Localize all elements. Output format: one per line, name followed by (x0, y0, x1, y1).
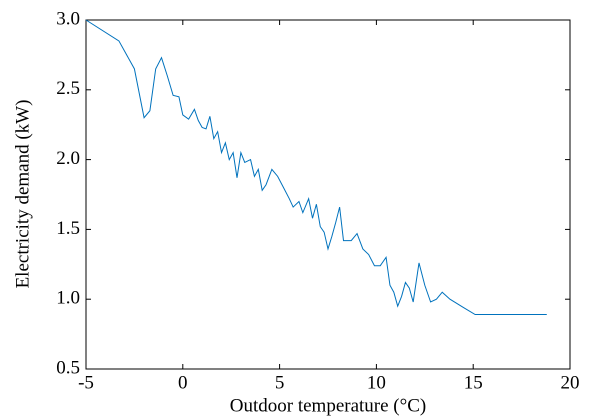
x-tick-label: -5 (78, 372, 94, 393)
x-tick-label: 20 (561, 372, 580, 393)
plot-frame (85, 19, 571, 370)
x-tick-label: 10 (367, 372, 386, 393)
y-axis-label: Electricity demand (kW) (12, 100, 33, 289)
y-tick-label: 1.0 (56, 288, 80, 309)
y-tick-label: 2.5 (56, 78, 80, 99)
x-tick-label: 0 (178, 372, 188, 393)
x-tick-label: 5 (275, 372, 285, 393)
y-tick-label: 3.0 (56, 8, 80, 29)
x-axis-label: Outdoor temperature (°C) (230, 395, 426, 416)
data-line (85, 19, 547, 316)
y-tick-label: 0.5 (56, 357, 80, 378)
y-tick-label: 2.0 (56, 148, 80, 169)
x-tick-label: 15 (464, 372, 483, 393)
y-tick-label: 1.5 (56, 218, 80, 239)
